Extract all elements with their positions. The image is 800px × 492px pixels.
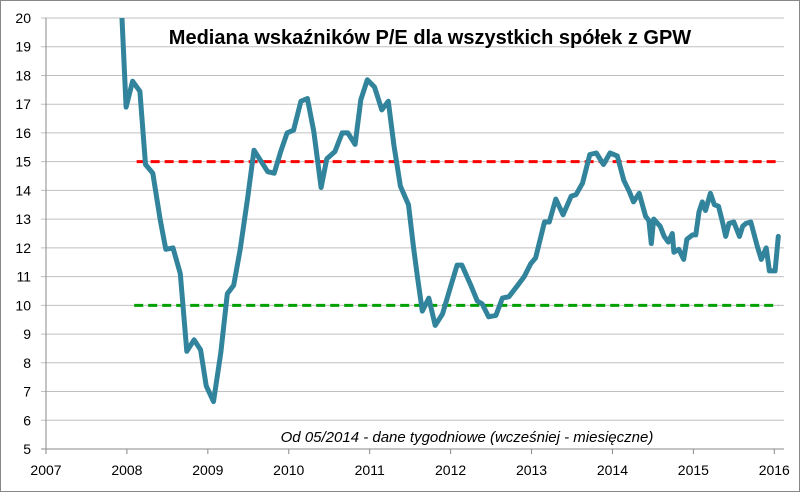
x-tick-label: 2014 <box>597 462 628 478</box>
x-tick-label: 2010 <box>273 462 304 478</box>
x-tick-label: 2015 <box>678 462 709 478</box>
y-tick-label: 18 <box>15 67 31 83</box>
chart-title: Mediana wskaźników P/E dla wszystkich sp… <box>169 27 692 49</box>
y-axis: 5 6 7 8 9 10 11 12 13 14 15 16 17 18 19 20 <box>15 10 47 457</box>
reference-lines <box>134 160 779 307</box>
x-tick-label: 2007 <box>30 462 61 478</box>
x-tick-label: 2013 <box>516 462 547 478</box>
y-tick-label: 20 <box>15 10 31 26</box>
y-tick-label: 13 <box>15 211 31 227</box>
y-tick-label: 11 <box>16 269 31 285</box>
chart-annotation: Od 05/2014 - dane tygodniowe (wcześniej … <box>281 429 654 446</box>
y-tick-label: 5 <box>23 441 31 457</box>
y-tick-label: 19 <box>15 39 31 55</box>
x-tick-label: 2008 <box>111 462 142 478</box>
y-tick-label: 14 <box>15 182 31 198</box>
x-tick-label: 2011 <box>355 462 385 478</box>
x-tick-label: 2009 <box>192 462 223 478</box>
y-tick-label: 12 <box>15 240 31 256</box>
pe-median-line <box>119 18 781 405</box>
y-tick-label: 10 <box>15 297 31 313</box>
y-tick-label: 6 <box>23 412 31 428</box>
x-axis: 2007 2008 2009 2010 2011 2012 2013 2014 2015 2016 <box>30 449 790 478</box>
y-tick-label: 9 <box>23 326 31 342</box>
y-tick-label: 15 <box>15 154 31 170</box>
y-tick-label: 17 <box>15 96 31 112</box>
series-group <box>119 18 781 405</box>
y-tick-label: 7 <box>23 384 31 400</box>
x-tick-label: 2012 <box>435 462 466 478</box>
y-tick-label: 16 <box>15 125 31 141</box>
y-tick-label: 8 <box>23 355 31 371</box>
x-tick-label: 2016 <box>759 462 790 478</box>
